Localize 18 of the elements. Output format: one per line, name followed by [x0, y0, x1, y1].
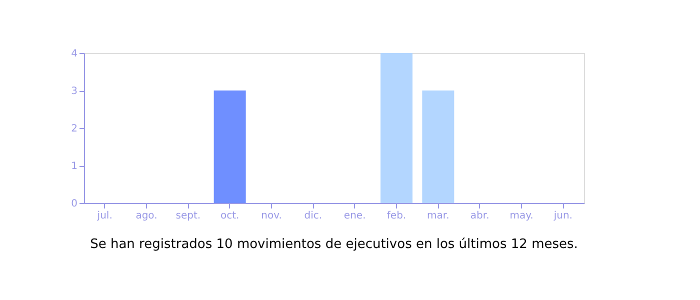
x-tick-label: sept. [176, 210, 201, 222]
x-tick-label: ene. [344, 210, 366, 222]
y-tick-label: 0 [71, 198, 78, 210]
y-tick-label: 1 [71, 161, 78, 172]
x-tick-label: jun. [552, 210, 572, 222]
x-tick-label: ago. [136, 210, 158, 222]
x-tick-label: dic. [304, 210, 322, 222]
text: Se han registrados 10 movimientos de ejecutivos en los últimos 12 meses. [90, 237, 578, 252]
x-tick-label: feb. [386, 210, 406, 222]
x-tick-label: may. [510, 210, 534, 222]
x-tick-label: abr. [470, 210, 490, 222]
y-tick-label: 2 [71, 124, 78, 134]
x-tick-label: nov. [261, 210, 282, 222]
y-tick-label: 4 [71, 48, 78, 60]
x-tick-label: mar. [427, 210, 450, 222]
x-tick-label: oct. [220, 210, 240, 222]
y-tick-label: 3 [71, 86, 78, 97]
x-tick-label: jul. [96, 210, 112, 222]
